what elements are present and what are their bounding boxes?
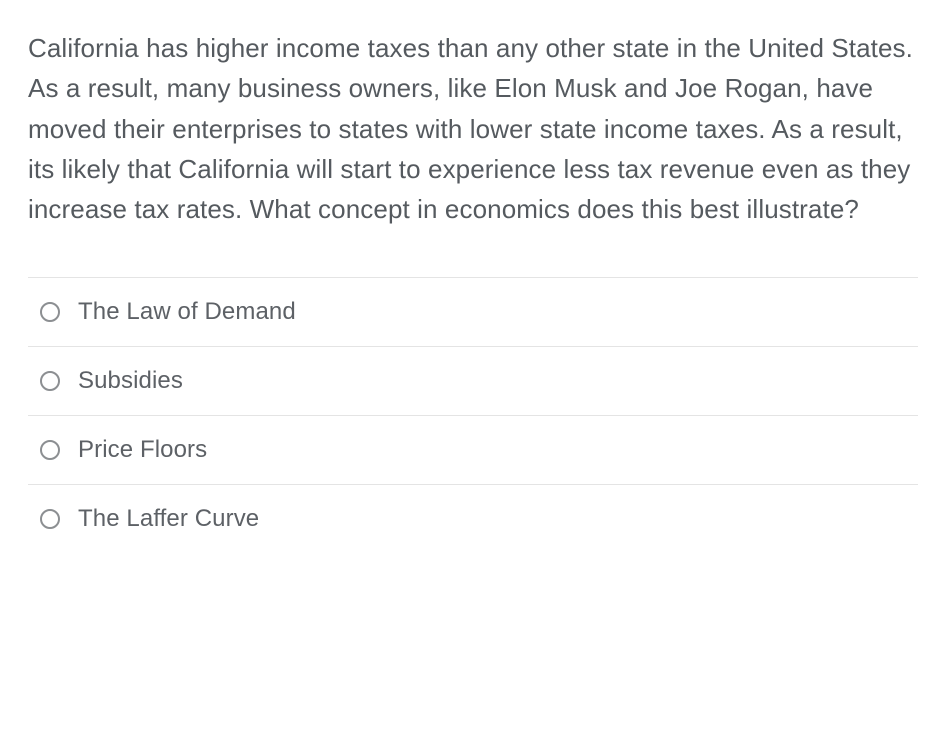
question-text: California has higher income taxes than … <box>28 28 918 229</box>
radio-icon[interactable] <box>40 371 60 391</box>
option-label: Subsidies <box>78 367 183 395</box>
options-list: The Law of Demand Subsidies Price Floors… <box>28 277 918 553</box>
option-row[interactable]: Subsidies <box>28 347 918 416</box>
option-label: The Laffer Curve <box>78 505 259 533</box>
option-row[interactable]: The Laffer Curve <box>28 485 918 553</box>
radio-icon[interactable] <box>40 509 60 529</box>
option-label: The Law of Demand <box>78 298 296 326</box>
radio-icon[interactable] <box>40 440 60 460</box>
option-label: Price Floors <box>78 436 207 464</box>
radio-icon[interactable] <box>40 302 60 322</box>
option-row[interactable]: The Law of Demand <box>28 278 918 347</box>
option-row[interactable]: Price Floors <box>28 416 918 485</box>
